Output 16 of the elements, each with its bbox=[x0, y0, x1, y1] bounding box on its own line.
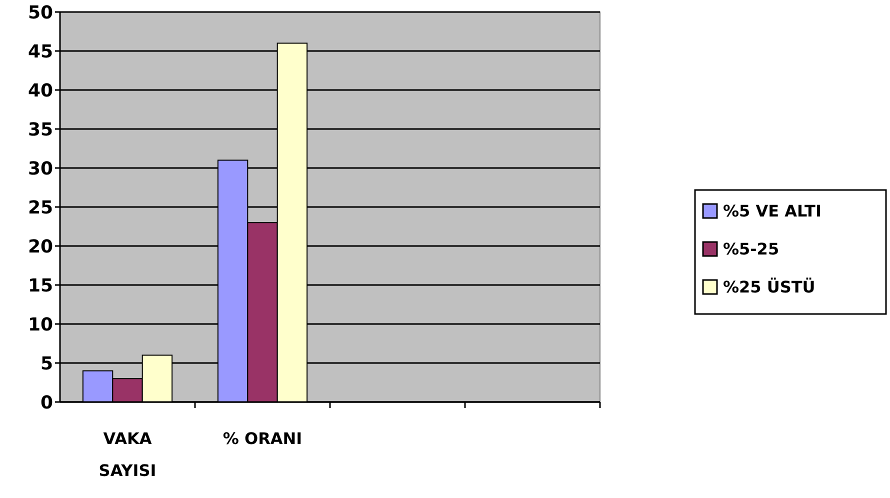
legend-label: %5 VE ALTI bbox=[723, 202, 822, 221]
y-tick-label: 5 bbox=[40, 353, 53, 374]
y-tick-label: 30 bbox=[28, 158, 53, 180]
legend-label: %25 ÜSTÜ bbox=[723, 278, 816, 297]
legend-label: %5-25 bbox=[723, 240, 780, 259]
y-tick-label: 15 bbox=[28, 275, 53, 296]
x-tick-label: % ORANI bbox=[222, 429, 302, 448]
y-tick-label: 0 bbox=[40, 392, 53, 414]
y-tick-label: 40 bbox=[28, 80, 53, 102]
y-tick-label: 45 bbox=[28, 41, 53, 62]
y-tick-label: 50 bbox=[28, 2, 53, 24]
y-tick-label: 35 bbox=[28, 119, 53, 140]
x-tick-label: VAKA SAYISI bbox=[98, 429, 156, 480]
y-tick-label: 20 bbox=[28, 236, 53, 258]
y-tick-label: 25 bbox=[28, 197, 53, 218]
y-tick-label: 10 bbox=[28, 314, 53, 336]
